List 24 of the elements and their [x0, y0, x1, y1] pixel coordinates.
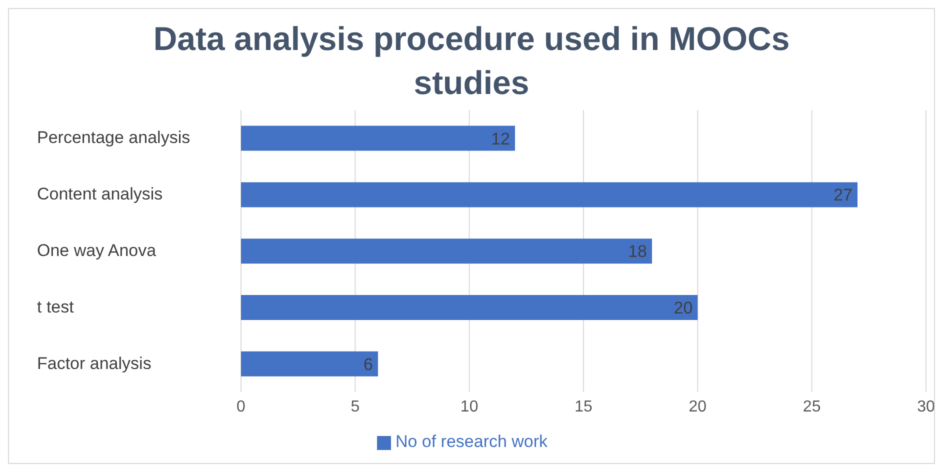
x-tick-label: 15 — [574, 398, 592, 416]
chart-title: Data analysis procedure used in MOOCs studies — [152, 19, 791, 103]
y-tick-label: Factor analysis — [37, 354, 152, 373]
data-label: 6 — [364, 354, 373, 374]
data-label: 27 — [834, 186, 852, 205]
bar — [241, 238, 652, 264]
x-tick-label: 20 — [688, 398, 707, 416]
x-tick-label: 5 — [350, 398, 360, 416]
y-tick-label: t test — [37, 297, 74, 316]
bar — [241, 351, 378, 376]
bar — [241, 182, 858, 208]
x-tick-label: 10 — [460, 398, 478, 416]
y-tick-label: Content analysis — [37, 184, 163, 204]
data-label: 18 — [628, 242, 647, 262]
y-tick-label: Percentage analysis — [37, 128, 190, 148]
y-tick-label: One way Anova — [37, 241, 157, 260]
x-tick-label: 30 — [917, 398, 935, 416]
x-tick-label: 25 — [802, 398, 821, 416]
bar — [241, 294, 698, 320]
data-label: 12 — [491, 129, 510, 148]
legend-label: No of research work — [395, 432, 548, 451]
x-tick-label: 0 — [236, 398, 246, 416]
data-label: 20 — [674, 298, 693, 318]
bar — [241, 126, 515, 151]
